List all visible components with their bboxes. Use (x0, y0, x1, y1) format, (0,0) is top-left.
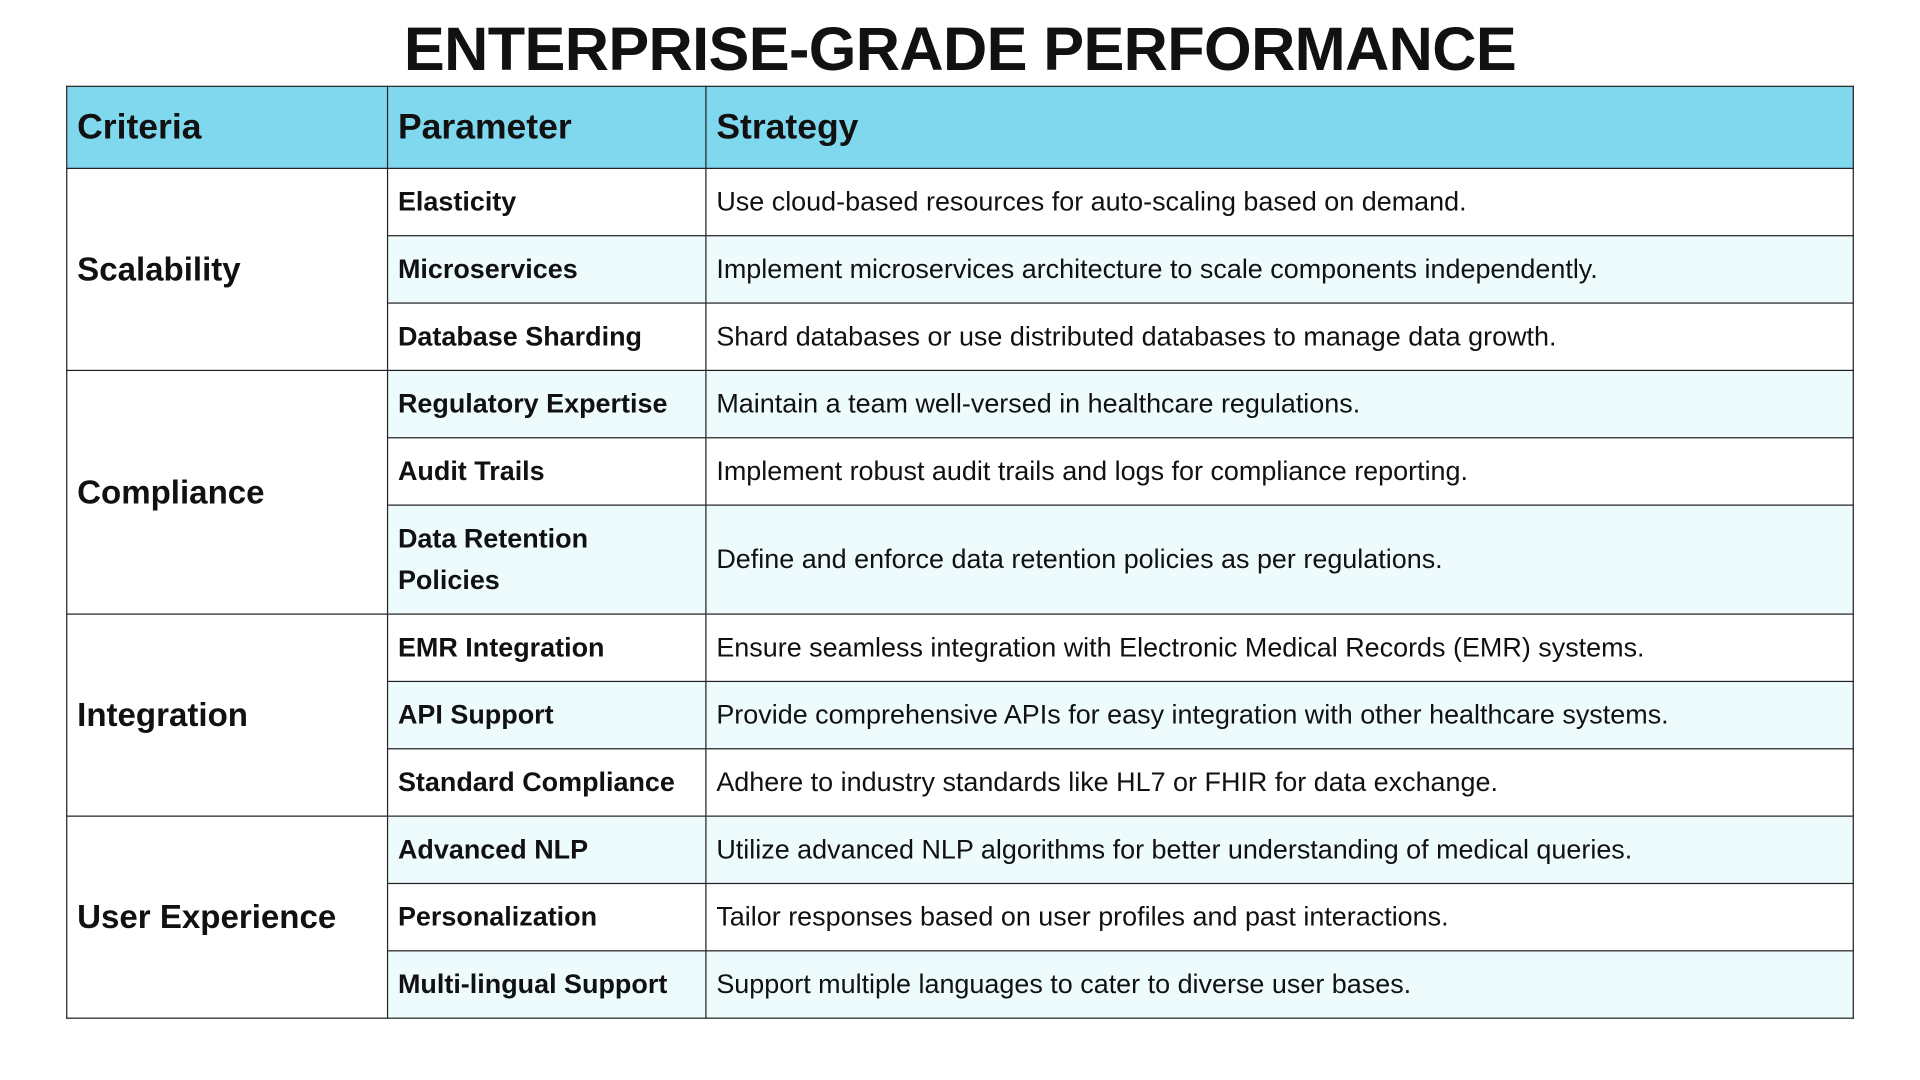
strategy-cell: Implement microservices architecture to … (705, 235, 1854, 304)
criteria-cell: Compliance (66, 369, 389, 615)
strategy-cell: Adhere to industry standards like HL7 or… (705, 748, 1854, 817)
parameter-cell: Advanced NLP (386, 815, 707, 885)
table-row: Multi-lingual Support Support multiple la… (67, 950, 1854, 1019)
strategy-cell: Ensure seamless integration with Electro… (705, 613, 1854, 683)
table-header-row: Criteria Parameter Strategy (66, 85, 1854, 169)
table-row: User Experience Advanced NLP Utilize advan… (66, 815, 1854, 1019)
strategy-cell: Define and enforce data retention polici… (705, 504, 1854, 615)
table-row: Audit Trails Implement robust audit trail… (67, 437, 1854, 506)
performance-table: Criteria Parameter Strategy Scalability E… (66, 85, 1854, 1019)
parameter-cell: Audit Trails (386, 437, 707, 506)
criteria-cell: Integration (66, 613, 389, 817)
strategy-cell: Maintain a team well-versed in healthcar… (705, 369, 1854, 439)
parameter-cell: Database Sharding (386, 302, 707, 372)
parameter-cell: Multi-lingual Support (386, 950, 707, 1019)
header-strategy: Strategy (705, 85, 1854, 169)
parameter-cell: Elasticity (386, 167, 707, 237)
table-row: Scalability Elasticity Use cloud-based res… (66, 167, 1854, 372)
parameter-cell: API Support (386, 680, 707, 750)
table-row: Standard Compliance Adhere to industry st… (67, 748, 1854, 817)
strategy-cell: Support multiple languages to cater to d… (705, 950, 1854, 1019)
parameter-cell: Microservices (386, 235, 707, 304)
parameter-cell: Regulatory Expertise (386, 369, 707, 439)
criteria-cell: User Experience (66, 815, 389, 1019)
parameter-cell: EMR Integration (386, 613, 707, 683)
parameter-cell: Data Retention Policies (386, 504, 707, 615)
table-row: Microservices Implement microservices arc… (67, 235, 1854, 304)
strategy-cell: Implement robust audit trails and logs f… (705, 437, 1854, 506)
parameter-cell: Standard Compliance (386, 748, 707, 817)
criteria-cell: Scalability (66, 167, 389, 372)
header-criteria: Criteria (66, 85, 389, 169)
strategy-cell: Tailor responses based on user profiles … (705, 882, 1854, 952)
table-row: Integration EMR Integration Ensure seamles… (66, 613, 1854, 817)
table-row: API Support Provide comprehensive APIs fo… (67, 680, 1854, 750)
parameter-cell: Personalization (386, 882, 707, 952)
page-title: ENTERPRISE-GRADE PERFORMANCE (403, 14, 1517, 84)
table-row: Compliance Regulatory Expertise Maintain a… (66, 369, 1854, 615)
table-row: Data Retention Policies Define and enforc… (67, 504, 1854, 615)
strategy-cell: Shard databases or use distributed datab… (705, 302, 1854, 372)
strategy-cell: Provide comprehensive APIs for easy inte… (705, 680, 1854, 750)
table-row: Personalization Tailor responses based on… (67, 882, 1854, 952)
header-parameter: Parameter (386, 85, 707, 169)
strategy-cell: Use cloud-based resources for auto-scali… (705, 167, 1854, 237)
strategy-cell: Utilize advanced NLP algorithms for bett… (705, 815, 1854, 885)
